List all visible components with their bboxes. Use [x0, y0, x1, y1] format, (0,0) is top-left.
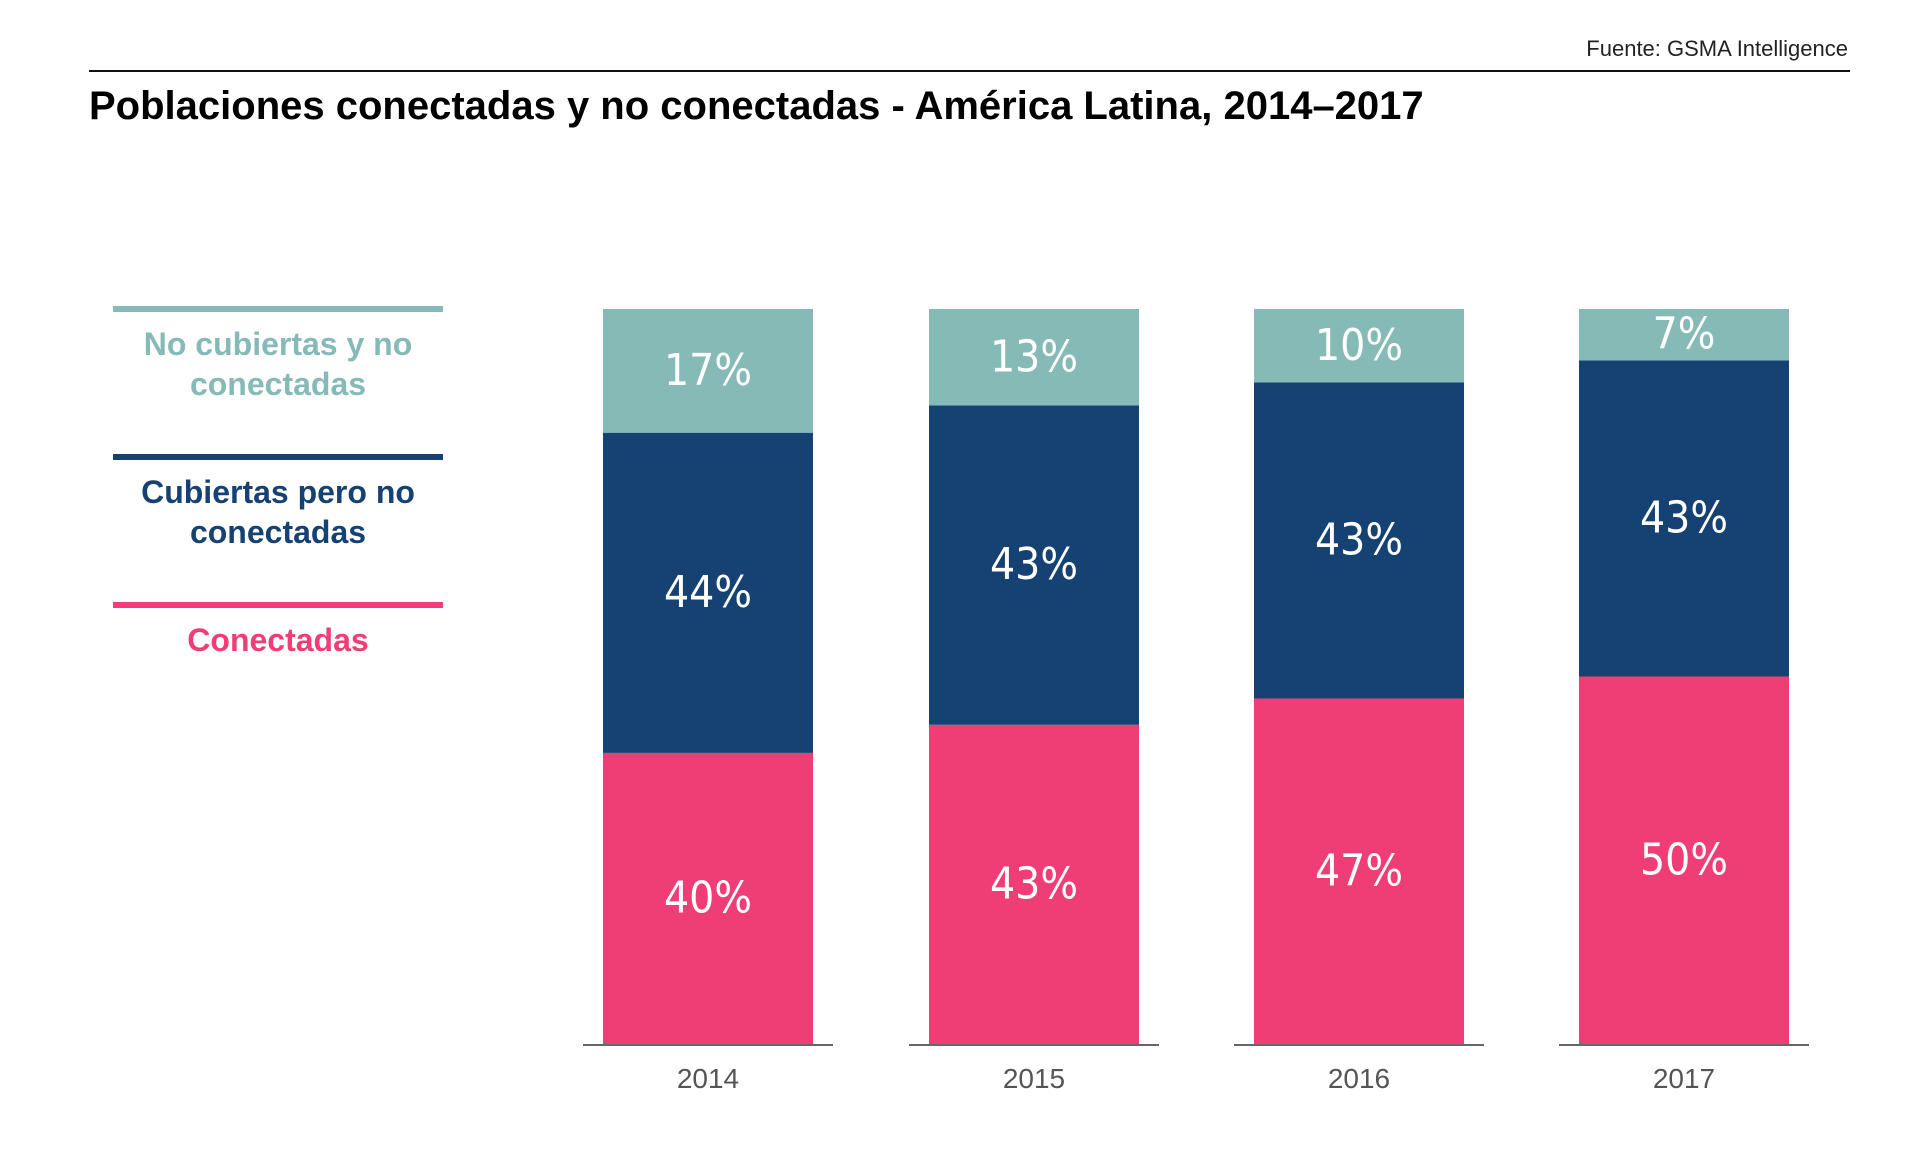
- bar-segment-2015-0: [929, 724, 1139, 1044]
- data-label-2014-1: 44%: [664, 567, 752, 618]
- data-label-2015-2: 13%: [990, 331, 1078, 382]
- legend-item-no-cubiertas: No cubiertas y no conectadas: [113, 306, 443, 454]
- legend-label-no-cubiertas: No cubiertas y no conectadas: [143, 326, 413, 402]
- legend-swatch-cubiertas: [113, 454, 443, 460]
- x-tick-label-2016: 2016: [1328, 1063, 1390, 1094]
- bar-segment-2017-1: [1579, 360, 1789, 677]
- data-label-2016-2: 10%: [1315, 320, 1403, 371]
- data-label-2016-1: 43%: [1315, 515, 1403, 566]
- bar-segment-2014-0: [603, 752, 813, 1044]
- bar-segment-2015-1: [929, 405, 1139, 725]
- bar-segment-2017-2: [1579, 309, 1789, 361]
- bar-segment-2014-1: [603, 432, 813, 753]
- bar-segment-2016-2: [1254, 309, 1464, 383]
- bar-segment-2014-2: [603, 309, 813, 433]
- x-tick-label-2015: 2015: [1003, 1063, 1065, 1094]
- legend-swatch-conectadas: [113, 602, 443, 608]
- data-label-2017-0: 50%: [1640, 834, 1728, 885]
- bar-segment-2017-0: [1579, 676, 1789, 1044]
- legend-label-conectadas: Conectadas: [187, 622, 369, 658]
- chart-title: Poblaciones conectadas y no conectadas -…: [89, 84, 1424, 128]
- legend: No cubiertas y no conectadas Cubiertas p…: [113, 306, 443, 702]
- data-label-2014-0: 40%: [664, 872, 752, 923]
- data-label-2017-2: 7%: [1653, 309, 1716, 360]
- data-label-2014-2: 17%: [664, 345, 752, 396]
- bar-segment-2016-0: [1254, 698, 1464, 1044]
- bar-segment-2016-1: [1254, 382, 1464, 699]
- data-label-2015-0: 43%: [990, 858, 1078, 909]
- legend-label-cubiertas: Cubiertas pero no conectadas: [141, 474, 415, 550]
- legend-item-conectadas: Conectadas: [113, 602, 443, 702]
- header-rule: [89, 70, 1850, 72]
- data-label-2017-1: 43%: [1640, 492, 1728, 543]
- bar-segment-2015-2: [929, 309, 1139, 406]
- data-label-2015-1: 43%: [990, 539, 1078, 590]
- x-tick-label-2014: 2014: [677, 1063, 739, 1094]
- legend-item-cubiertas: Cubiertas pero no conectadas: [113, 454, 443, 602]
- x-tick-label-2017: 2017: [1653, 1063, 1715, 1094]
- data-label-2016-0: 47%: [1315, 845, 1403, 896]
- legend-swatch-no-cubiertas: [113, 306, 443, 312]
- source-note: Fuente: GSMA Intelligence: [1586, 36, 1848, 61]
